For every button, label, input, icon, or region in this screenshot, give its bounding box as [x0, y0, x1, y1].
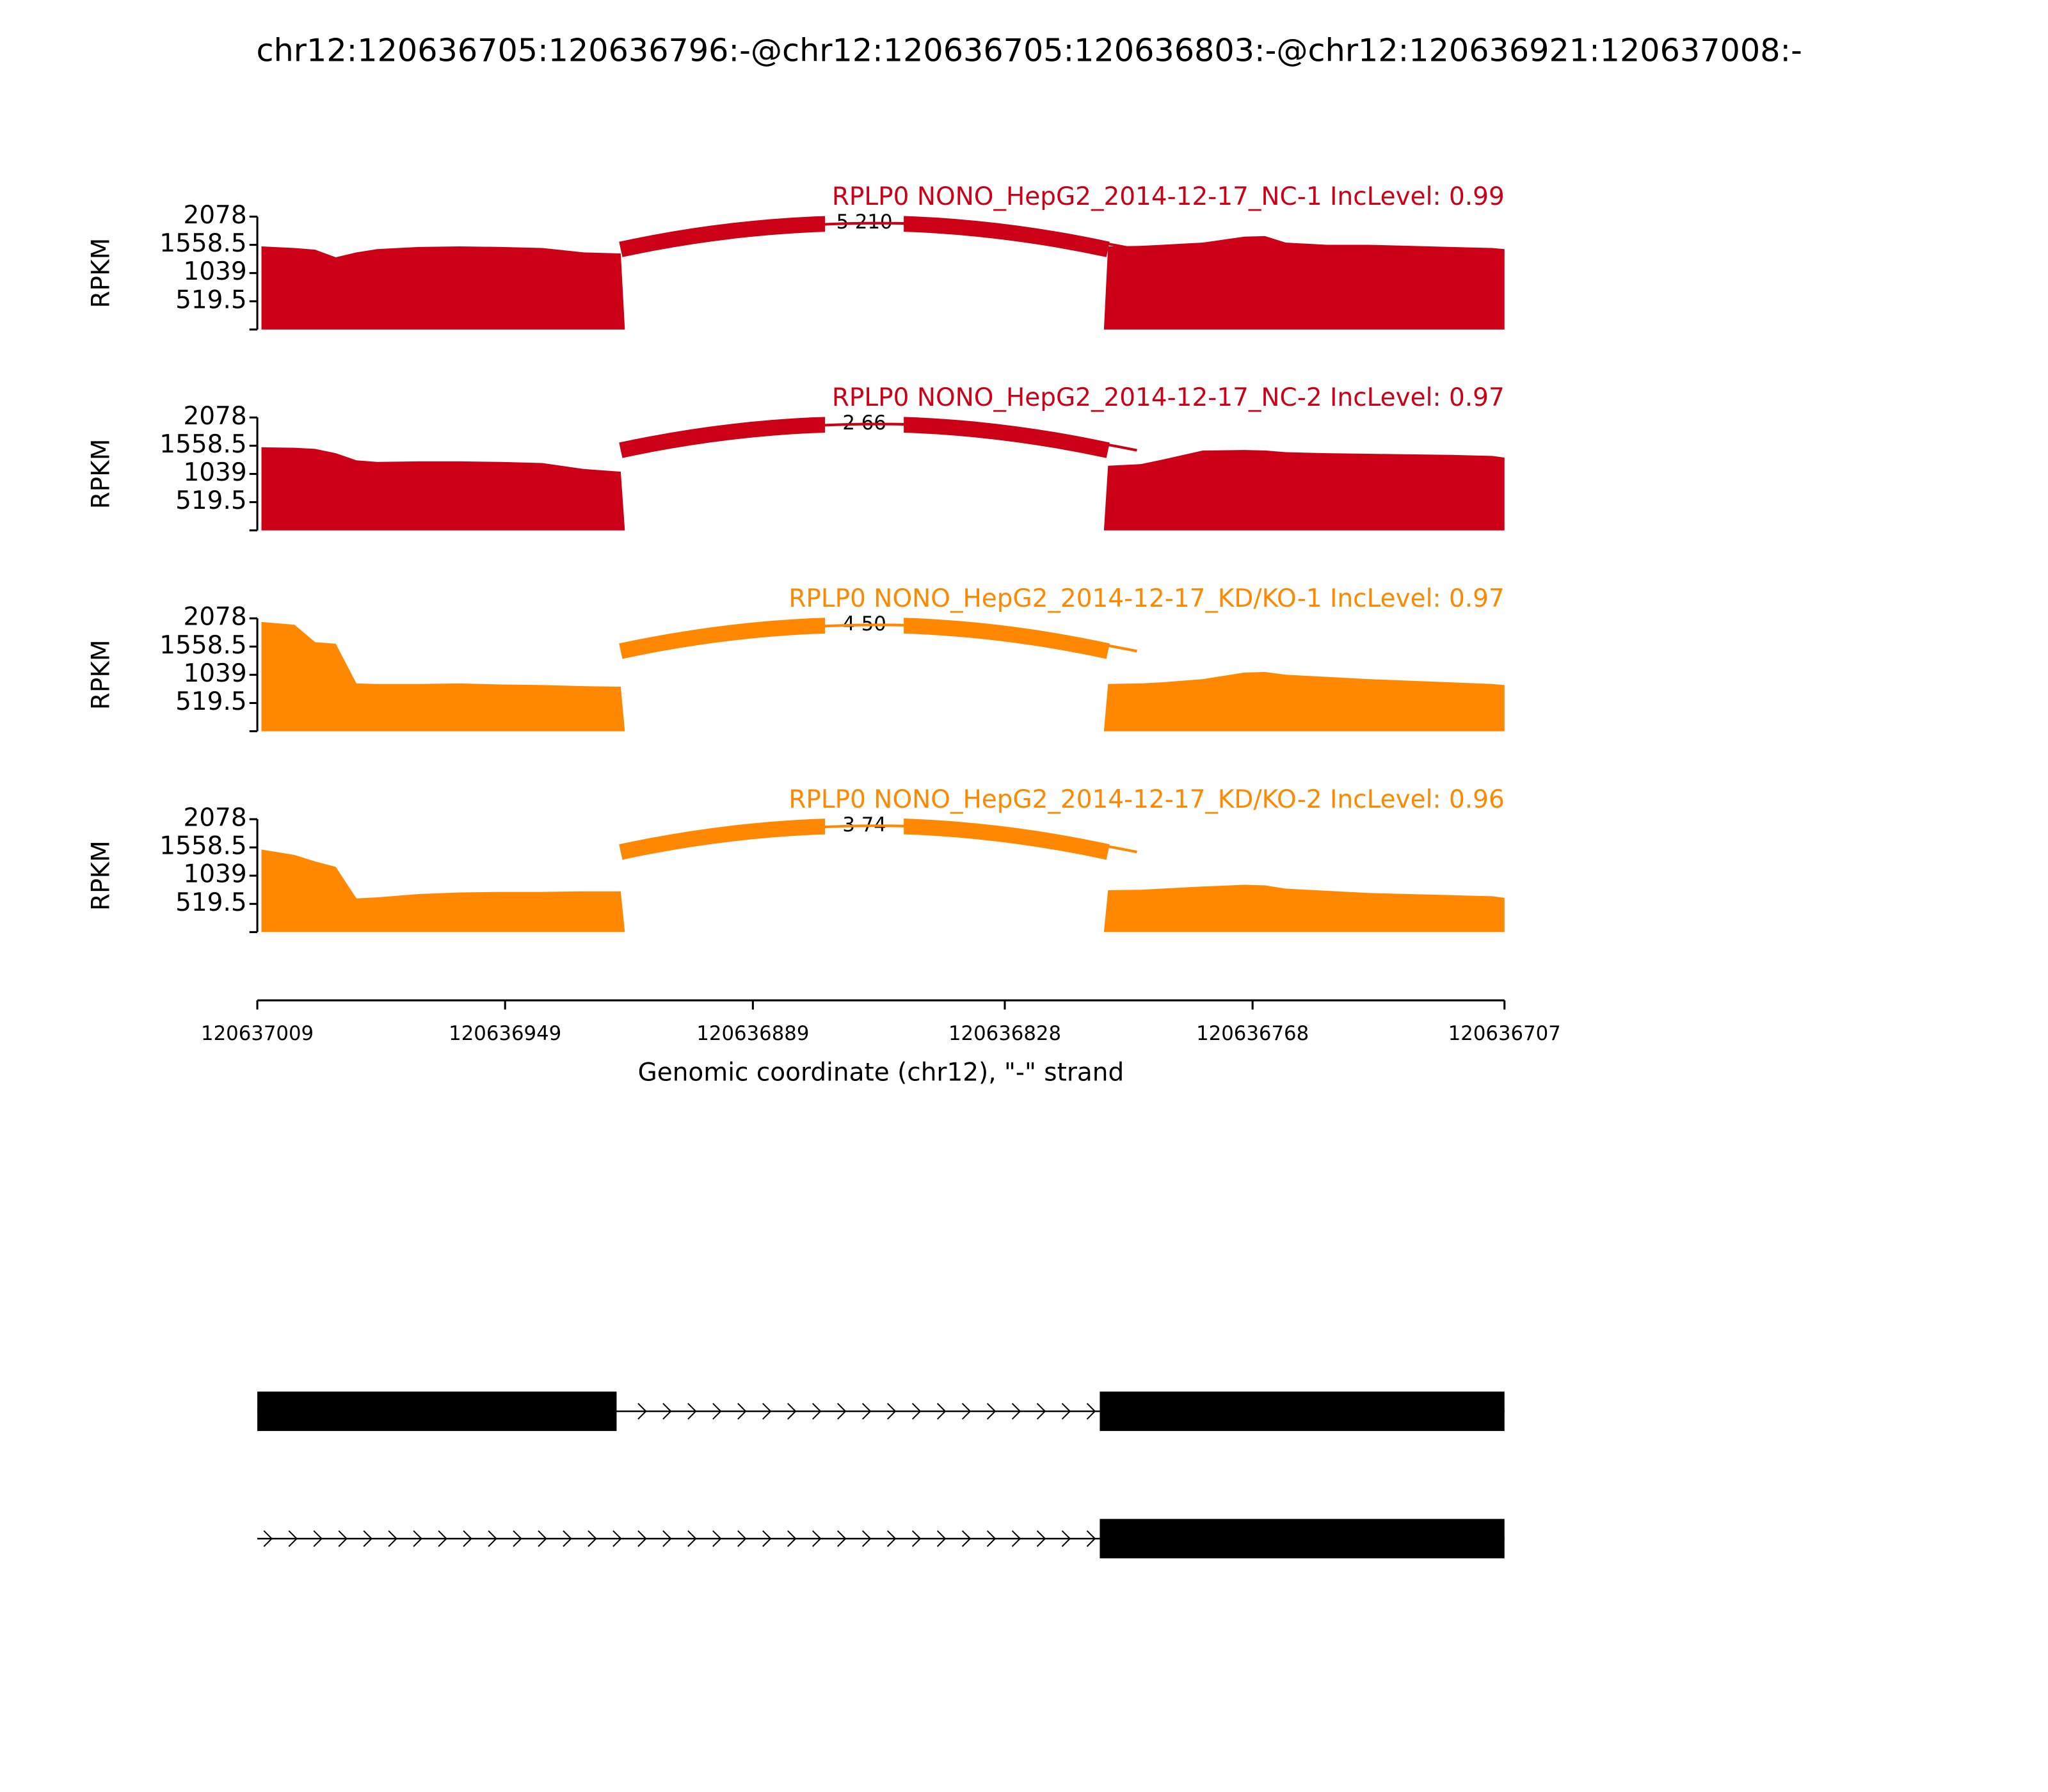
y-tick-label: 2078	[183, 402, 246, 431]
intron-chevron	[288, 1530, 298, 1548]
intron-chevron	[1011, 1530, 1021, 1548]
y-tick-label: 1558.5	[159, 631, 246, 660]
intron-chevron	[1036, 1403, 1046, 1420]
intron-chevron	[513, 1530, 522, 1548]
x-tick-label: 120636949	[449, 1022, 561, 1045]
y-axis-label: RPKM	[86, 639, 115, 710]
y-tick-label: 519.5	[175, 285, 247, 314]
intron-chevron	[338, 1530, 348, 1548]
intron-chevron	[1061, 1530, 1071, 1548]
x-tick-label: 120636768	[1196, 1022, 1309, 1045]
y-tick-label: 1558.5	[159, 430, 246, 459]
y-tick-label: 1039	[183, 257, 246, 286]
intron-chevron	[936, 1530, 947, 1548]
intron-chevron	[1036, 1530, 1046, 1548]
exon	[257, 1391, 617, 1431]
intron-chevron	[313, 1530, 323, 1548]
intron-chevron	[687, 1530, 697, 1548]
panel-label: RPLP0 NONO_HepG2_2014-12-17_NC-1 IncLeve…	[832, 182, 1505, 211]
coverage-area	[261, 447, 1505, 531]
panel-label: RPLP0 NONO_HepG2_2014-12-17_KD/KO-1 IncL…	[788, 584, 1504, 613]
intron-chevron	[612, 1530, 622, 1548]
intron-chevron	[588, 1530, 597, 1548]
intron-chevron	[263, 1530, 273, 1548]
y-tick-label: 1039	[183, 659, 246, 688]
intron-chevron	[1011, 1403, 1021, 1420]
intron-chevron	[662, 1530, 672, 1548]
junction-arc	[620, 623, 1137, 653]
y-axis-label: RPKM	[87, 439, 116, 509]
intron-chevron	[463, 1530, 472, 1548]
intron-chevron	[737, 1403, 747, 1420]
intron-chevron	[637, 1403, 647, 1420]
intron-chevron	[961, 1403, 972, 1420]
intron-chevron	[762, 1530, 772, 1548]
intron-chevron	[563, 1530, 572, 1548]
y-tick-label: 1558.5	[159, 229, 246, 258]
intron-chevron	[812, 1403, 822, 1420]
y-tick-label: 1039	[183, 860, 246, 889]
intron-chevron	[911, 1403, 922, 1420]
intron-chevron	[861, 1403, 872, 1420]
junction-arc	[620, 824, 1137, 854]
x-axis-label: Genomic coordinate (chr12), "-" strand	[638, 1058, 1124, 1087]
intron-chevron	[488, 1530, 497, 1548]
intron-chevron	[388, 1530, 397, 1548]
intron-chevron	[762, 1403, 772, 1420]
intron-chevron	[886, 1530, 897, 1548]
y-tick-label: 519.5	[175, 486, 247, 515]
chart-title: chr12:120636705:120636796:-@chr12:120636…	[257, 32, 1802, 69]
intron-chevron	[936, 1403, 947, 1420]
intron-chevron	[687, 1403, 697, 1420]
y-tick-label: 1558.5	[159, 832, 246, 861]
coverage-area	[261, 849, 1505, 932]
intron-chevron	[986, 1530, 996, 1548]
coverage-area	[261, 621, 1505, 732]
x-tick-label: 120636828	[948, 1022, 1061, 1045]
intron-chevron	[787, 1530, 797, 1548]
exon	[1100, 1519, 1505, 1558]
y-axis-label: RPKM	[87, 840, 116, 911]
intron-chevron	[1086, 1530, 1096, 1548]
panel-label: RPLP0 NONO_HepG2_2014-12-17_KD/KO-2 IncL…	[788, 785, 1504, 814]
intron-chevron	[812, 1530, 822, 1548]
y-tick-label: 2078	[183, 201, 246, 230]
junction-arc	[620, 422, 1137, 452]
intron-chevron	[986, 1403, 996, 1420]
y-tick-label: 2078	[183, 804, 246, 833]
intron-chevron	[712, 1403, 722, 1420]
exon	[1100, 1391, 1505, 1431]
intron-chevron	[712, 1530, 722, 1548]
x-tick-label: 120636889	[696, 1022, 809, 1045]
y-tick-label: 519.5	[175, 888, 247, 917]
intron-chevron	[737, 1530, 747, 1548]
intron-chevron	[1061, 1403, 1071, 1420]
x-tick-label: 120637009	[201, 1022, 314, 1045]
y-tick-label: 519.5	[175, 687, 247, 716]
intron-chevron	[787, 1403, 797, 1420]
panel-label: RPLP0 NONO_HepG2_2014-12-17_NC-2 IncLeve…	[832, 383, 1505, 412]
y-tick-label: 2078	[183, 603, 246, 632]
intron-chevron	[538, 1530, 547, 1548]
intron-chevron	[662, 1403, 672, 1420]
intron-chevron	[637, 1530, 647, 1548]
intron-chevron	[363, 1530, 372, 1548]
x-tick-label: 120636707	[1448, 1022, 1561, 1045]
intron-chevron	[1086, 1403, 1096, 1420]
intron-chevron	[413, 1530, 422, 1548]
intron-chevron	[861, 1530, 872, 1548]
y-tick-label: 1039	[183, 458, 246, 487]
y-axis-label: RPKM	[87, 238, 116, 308]
coverage-area	[261, 236, 1505, 330]
junction-arc	[620, 221, 1137, 251]
intron-chevron	[836, 1530, 847, 1548]
intron-chevron	[438, 1530, 447, 1548]
intron-chevron	[886, 1403, 897, 1420]
intron-chevron	[911, 1530, 922, 1548]
intron-chevron	[836, 1403, 847, 1420]
intron-chevron	[961, 1530, 972, 1548]
